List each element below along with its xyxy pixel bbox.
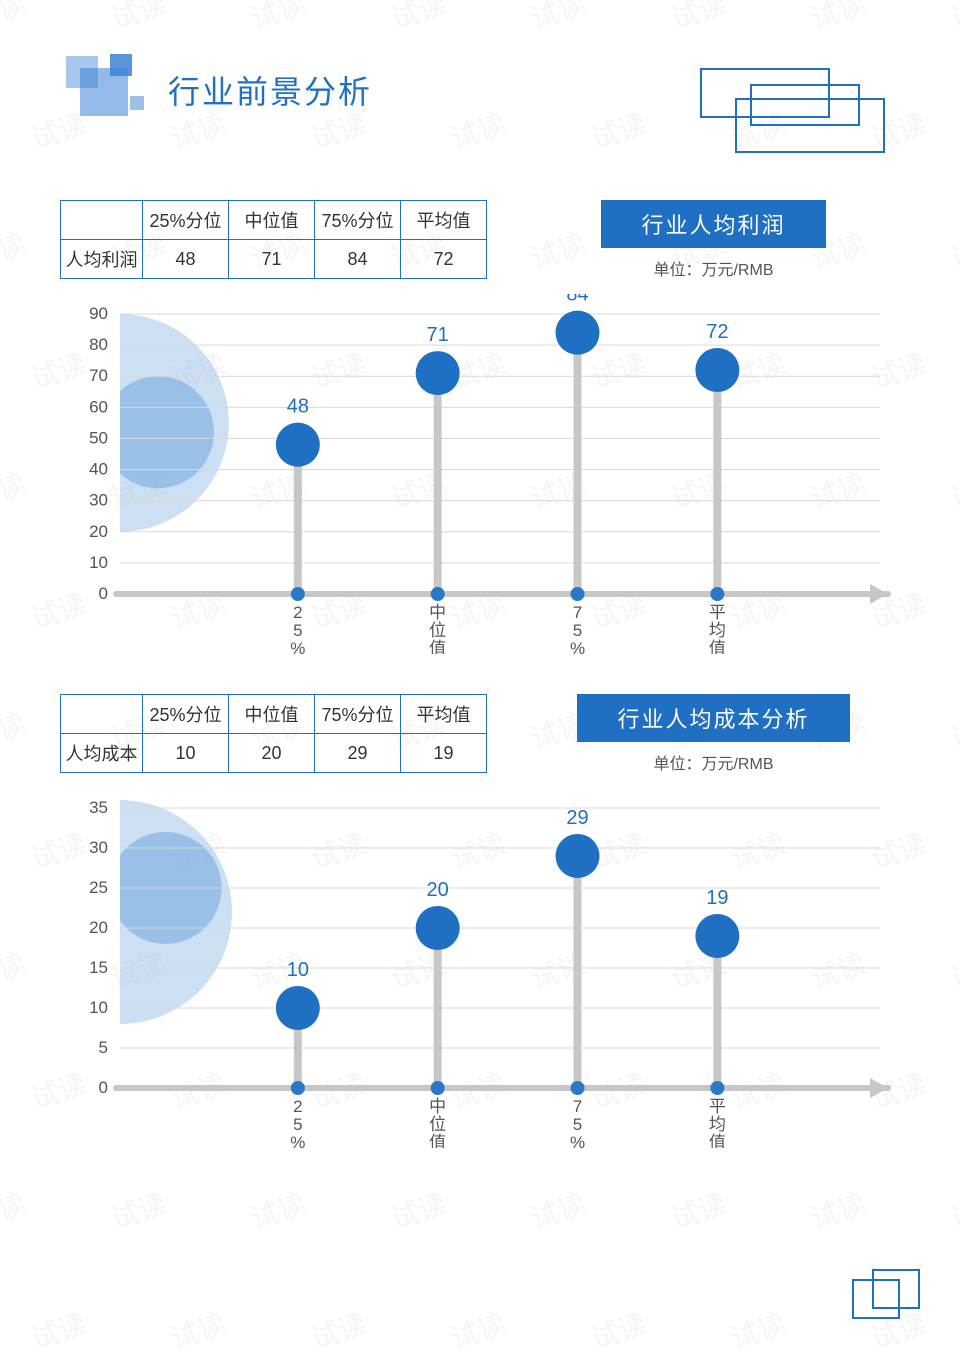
unit-label: 单位：万元/RMB (527, 750, 900, 774)
svg-text:平均值: 平均值 (709, 603, 726, 654)
cell-value: 20 (229, 734, 315, 773)
cell-value: 19 (401, 734, 487, 773)
svg-text:0: 0 (99, 584, 108, 603)
row-label: 人均利润 (61, 240, 143, 279)
section-banner: 行业人均成本分析 (577, 694, 849, 742)
page-title: 行业前景分析 (168, 67, 372, 113)
svg-text:30: 30 (89, 838, 108, 857)
cell-value: 10 (143, 734, 229, 773)
lollipop-chart-profit: 0 10 20 30 40 50 60 70 80 90 48 25%分位 71 中位值 84 75%分位 72… (60, 294, 900, 654)
svg-text:20: 20 (427, 879, 449, 901)
section-top: 25%分位中位值75%分位平均值人均成本10202919 行业人均成本分析单位：万… (60, 694, 900, 774)
chart-wrap: 0 10 20 30 40 50 60 70 80 90 48 25%分位 71 中位值 84 75%分位 72… (60, 294, 900, 654)
svg-text:10: 10 (287, 959, 309, 981)
svg-text:19: 19 (706, 887, 728, 909)
page-header: 行业前景分析 (60, 50, 900, 170)
svg-text:20: 20 (89, 522, 108, 541)
cell-value: 48 (143, 240, 229, 279)
svg-text:75%分位: 75%分位 (569, 1097, 586, 1148)
svg-text:84: 84 (566, 294, 588, 306)
row-label: 人均成本 (61, 734, 143, 773)
svg-text:48: 48 (287, 396, 309, 418)
footer-corner-rects-icon (852, 1269, 942, 1339)
col-header: 75%分位 (315, 201, 401, 240)
data-table-profit: 25%分位中位值75%分位平均值人均利润48718472 (60, 200, 487, 279)
svg-text:15: 15 (89, 958, 108, 977)
cell-value: 84 (315, 240, 401, 279)
header-logo-squares-icon (60, 50, 150, 130)
col-header: 中位值 (229, 201, 315, 240)
svg-text:5: 5 (99, 1038, 108, 1057)
svg-text:20: 20 (89, 918, 108, 937)
section-profit: 25%分位中位值75%分位平均值人均利润48718472行业人均利润单位：万元/… (60, 200, 900, 654)
svg-text:29: 29 (566, 807, 588, 829)
section-banner: 行业人均利润 (601, 200, 825, 248)
svg-text:75%分位: 75%分位 (569, 603, 586, 654)
col-header: 25%分位 (143, 201, 229, 240)
banner-wrap: 行业人均成本分析单位：万元/RMB (527, 694, 900, 774)
svg-text:50: 50 (89, 428, 108, 447)
svg-text:平均值: 平均值 (709, 1097, 726, 1148)
col-header: 平均值 (401, 695, 487, 734)
section-top: 25%分位中位值75%分位平均值人均利润48718472 行业人均利润单位：万元/… (60, 200, 900, 280)
svg-text:25: 25 (89, 878, 108, 897)
svg-text:70: 70 (89, 366, 108, 385)
svg-text:80: 80 (89, 335, 108, 354)
section-cost: 25%分位中位值75%分位平均值人均成本10202919行业人均成本分析单位：万… (60, 694, 900, 1148)
svg-text:72: 72 (706, 321, 728, 343)
col-header: 中位值 (229, 695, 315, 734)
svg-text:10: 10 (89, 553, 108, 572)
svg-text:40: 40 (89, 460, 108, 479)
svg-text:中位值: 中位值 (429, 603, 446, 654)
svg-text:25%分位: 25%分位 (289, 1097, 306, 1148)
header-corner-rects-icon (680, 60, 900, 170)
banner-wrap: 行业人均利润单位：万元/RMB (527, 200, 900, 280)
unit-label: 单位：万元/RMB (527, 256, 900, 280)
svg-text:中位值: 中位值 (429, 1097, 446, 1148)
svg-text:30: 30 (89, 491, 108, 510)
svg-text:10: 10 (89, 998, 108, 1017)
svg-text:35: 35 (89, 798, 108, 817)
svg-text:71: 71 (427, 324, 449, 346)
cell-value: 29 (315, 734, 401, 773)
col-header: 平均值 (401, 201, 487, 240)
svg-text:0: 0 (99, 1078, 108, 1097)
title-group: 行业前景分析 (60, 50, 372, 130)
col-header: 75%分位 (315, 695, 401, 734)
col-header: 25%分位 (143, 695, 229, 734)
cell-value: 72 (401, 240, 487, 279)
chart-wrap: 0 5 10 15 20 25 30 35 10 25%分位 20 中位值 29 75%分位 19 平均值 (60, 788, 900, 1148)
lollipop-chart-cost: 0 5 10 15 20 25 30 35 10 25%分位 20 中位值 29 75%分位 19 平均值 (60, 788, 900, 1148)
svg-text:60: 60 (89, 397, 108, 416)
svg-text:90: 90 (89, 304, 108, 323)
page: 行业前景分析 25%分位中位值75%分位平均值人均利润48718472行业人均利… (0, 0, 960, 1228)
data-table-cost: 25%分位中位值75%分位平均值人均成本10202919 (60, 694, 487, 773)
svg-text:25%分位: 25%分位 (289, 603, 306, 654)
cell-value: 71 (229, 240, 315, 279)
